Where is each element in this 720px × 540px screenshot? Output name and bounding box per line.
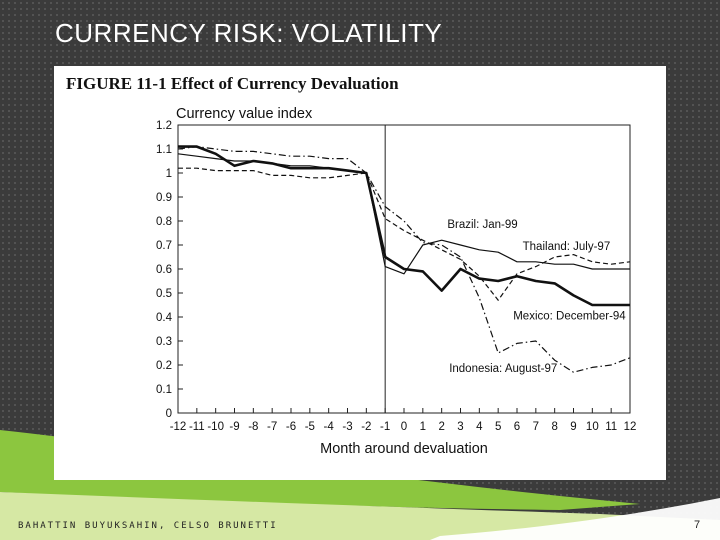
x-tick-label: 2 xyxy=(438,421,444,433)
figure-caption: FIGURE 11-1 Effect of Currency Devaluati… xyxy=(66,74,399,93)
page-number: 7 xyxy=(694,519,701,531)
figure-panel: FIGURE 11-1 Effect of Currency Devaluati… xyxy=(54,66,666,480)
y-tick-label: 1.2 xyxy=(156,120,172,132)
y-tick-label: 0.5 xyxy=(156,288,172,300)
y-tick-label: 0.9 xyxy=(156,192,172,204)
y-axis-title: Currency value index xyxy=(176,106,313,122)
currency-devaluation-chart: 00.10.20.30.40.50.60.70.80.911.11.2-12 -1… xyxy=(156,106,637,457)
x-tick-label: 4 xyxy=(476,421,483,433)
x-tick-label: -12 xyxy=(170,421,187,433)
y-tick-label: 0.2 xyxy=(156,360,172,372)
series-line-brazil xyxy=(177,153,630,275)
x-tick-label: -9 xyxy=(229,421,239,433)
x-tick-label: 11 xyxy=(605,421,617,433)
series-annotation: Thailand: July-97 xyxy=(523,241,611,253)
x-tick-label: -4 xyxy=(324,421,335,433)
x-tick-label: 3 xyxy=(457,421,463,433)
x-tick-label: -10 xyxy=(207,421,224,433)
x-tick-label: -2 xyxy=(361,421,371,433)
y-tick-label: 0.3 xyxy=(156,336,172,348)
series-annotation: Brazil: Jan-99 xyxy=(447,219,517,231)
x-tick-label: 1 xyxy=(420,421,426,433)
y-tick-label: 0.6 xyxy=(156,264,172,276)
y-tick-label: 1.1 xyxy=(156,144,172,156)
x-tick-label: 9 xyxy=(570,421,576,433)
x-tick-label: 7 xyxy=(533,421,539,433)
x-tick-label: 5 xyxy=(495,421,501,433)
y-tick-label: 0 xyxy=(166,408,172,420)
series-line-thailand xyxy=(178,167,631,301)
x-tick-label: 12 xyxy=(624,421,637,433)
x-tick-label: -6 xyxy=(286,421,296,433)
series-line-indonesia xyxy=(177,145,631,373)
x-tick-label: 8 xyxy=(551,421,557,433)
series-annotation: Indonesia: August-97 xyxy=(449,363,557,375)
x-axis-title: Month around devaluation xyxy=(320,441,488,457)
y-tick-label: 0.7 xyxy=(156,240,172,252)
x-tick-label: -1 xyxy=(380,421,390,433)
x-tick-label: -11 xyxy=(189,421,205,433)
x-tick-label: 0 xyxy=(401,421,407,433)
white-swoosh xyxy=(430,498,720,540)
x-tick-label: -5 xyxy=(305,421,315,433)
y-tick-label: 0.8 xyxy=(156,216,172,228)
y-tick-label: 0.4 xyxy=(156,312,173,324)
x-tick-label: -8 xyxy=(248,421,258,433)
x-tick-label: 6 xyxy=(514,421,520,433)
footer-authors: BAHATTIN BUYUKSAHIN, CELSO BRUNETTI xyxy=(18,521,278,531)
x-tick-label: 10 xyxy=(586,421,599,433)
slide-title: CURRENCY RISK: VOLATILITY xyxy=(55,18,443,48)
x-tick-label: -3 xyxy=(342,421,352,433)
y-tick-label: 0.1 xyxy=(156,384,172,396)
y-tick-label: 1 xyxy=(166,168,172,180)
series-annotation: Mexico: December-94 xyxy=(513,310,626,322)
x-tick-label: -7 xyxy=(267,421,277,433)
